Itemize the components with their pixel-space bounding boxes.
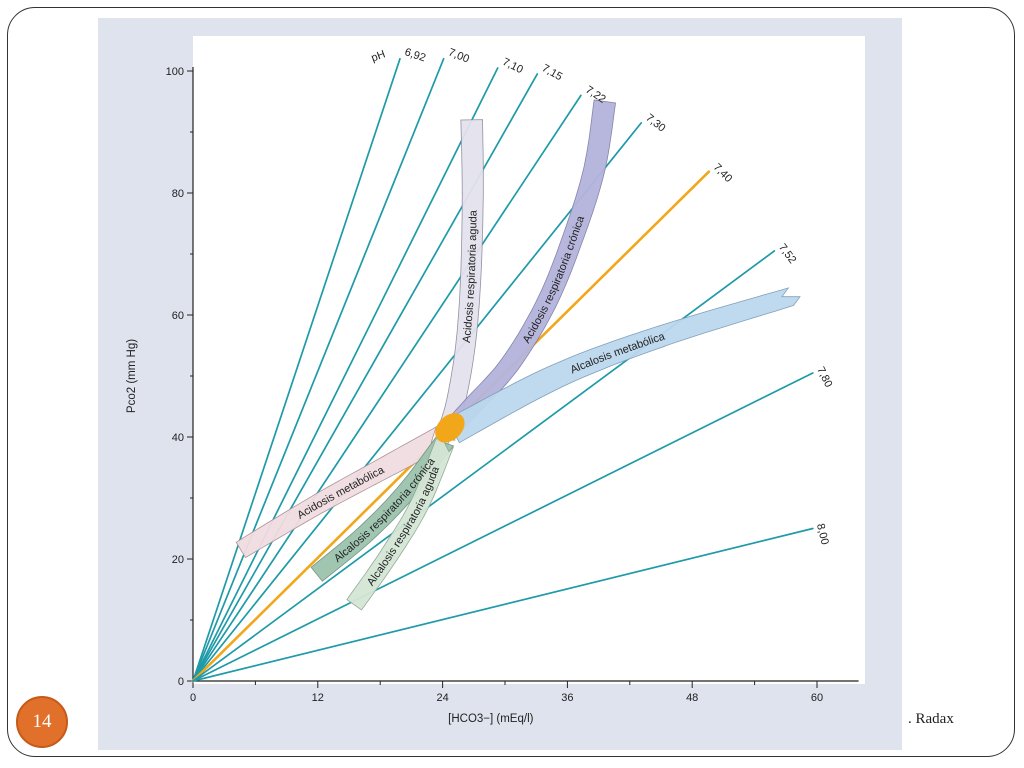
x-tick-label: 60 [811, 692, 823, 704]
slide-number-badge: 14 [16, 696, 68, 748]
y-tick-label: 60 [172, 310, 184, 322]
y-tick-label: 100 [166, 66, 184, 78]
x-tick-label: 0 [190, 692, 196, 704]
ph-line-8-00 [192, 527, 814, 682]
band-acidosis-metabolica [235, 426, 453, 559]
band-alcalosis-respiratoria-cronica [310, 433, 456, 582]
x-tick-label: 48 [686, 692, 698, 704]
y-tick-label: 40 [172, 432, 184, 444]
x-tick-label: 36 [561, 692, 573, 704]
ph-line-6-92 [192, 57, 401, 682]
ph-line-7-00 [192, 57, 445, 682]
x-tick-label: 24 [436, 692, 448, 704]
band-alcalosis-metabolica [446, 287, 801, 444]
plot-area [193, 36, 865, 684]
ph-line-7-80 [192, 372, 814, 682]
y-axis-title: Pco2 (mm Hg) [126, 339, 138, 413]
x-axis-title: [HCO3−] (mEq/l) [448, 713, 533, 725]
ph-line-label: 8,00 [814, 522, 831, 546]
ph-line-7-30 [192, 121, 643, 682]
y-tick-label: 20 [172, 554, 184, 566]
axes-layer: 0 20 40 60 80 100 0 12 24 36 48 60 [HCO3−] (mEq/l) Pc… [126, 66, 859, 725]
footer-caption: . Radax [908, 711, 954, 727]
bands-layer [235, 99, 801, 611]
normal-zone-marker [435, 413, 465, 443]
x-tick-label: 12 [312, 692, 324, 704]
ph-line-7-22 [192, 94, 582, 682]
y-tick-label: 0 [178, 676, 184, 688]
ph-line-7-10 [192, 67, 499, 682]
ph-prefix-label: pH [370, 48, 387, 64]
y-tick-label: 80 [172, 188, 184, 200]
